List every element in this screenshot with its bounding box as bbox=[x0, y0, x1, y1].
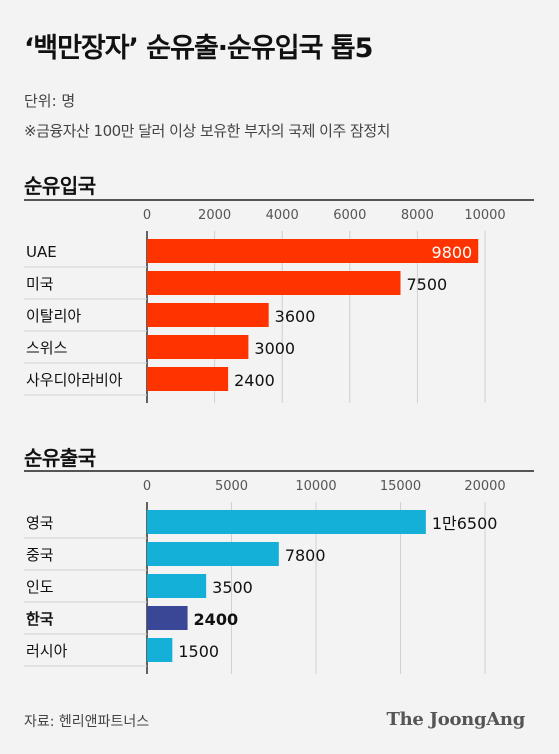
outflow-category-label: 러시아 bbox=[26, 642, 68, 660]
inflow-bar bbox=[147, 367, 229, 391]
outflow-category-label: 중국 bbox=[26, 546, 54, 564]
publisher-logo: The JoongAng bbox=[386, 709, 526, 730]
outflow-bar bbox=[147, 606, 188, 630]
inflow-tick-label: 8000 bbox=[401, 208, 434, 223]
inflow-bar-chart: 0 2000 4000 6000 8000 10000 UAE 9800 미국 7500 이탈리아 3… bbox=[24, 208, 506, 403]
inflow-tick-label: 0 bbox=[143, 208, 151, 223]
inflow-bar bbox=[147, 239, 479, 263]
inflow-bar bbox=[147, 335, 249, 359]
outflow-section-title: 순유출국 bbox=[24, 446, 96, 470]
outflow-bar bbox=[147, 542, 279, 566]
inflow-value-label: 3000 bbox=[254, 339, 295, 358]
inflow-section-rule bbox=[24, 199, 534, 201]
outflow-value-label: 3500 bbox=[212, 578, 253, 597]
outflow-category-label: 영국 bbox=[26, 514, 54, 532]
outflow-category-label: 인도 bbox=[26, 578, 54, 596]
inflow-category-label: 미국 bbox=[26, 275, 54, 293]
outflow-tick-label: 5000 bbox=[215, 479, 248, 494]
footnote: ※금융자산 100만 달러 이상 보유한 부자의 국제 이주 잠정치 bbox=[24, 122, 390, 140]
inflow-value-label: 7500 bbox=[407, 275, 448, 294]
inflow-section-title: 순유입국 bbox=[24, 174, 96, 198]
inflow-value-label: 2400 bbox=[234, 371, 275, 390]
inflow-category-label: 이탈리아 bbox=[26, 307, 81, 325]
outflow-bar-chart: 0 5000 10000 15000 20000 영국 1만6500 중국 7800 인도 3500… bbox=[24, 479, 506, 674]
outflow-tick-label: 15000 bbox=[380, 479, 421, 494]
inflow-category-label: UAE bbox=[26, 243, 57, 261]
inflow-bar bbox=[147, 271, 401, 295]
inflow-tick-label: 10000 bbox=[464, 208, 505, 223]
inflow-category-label: 스위스 bbox=[26, 339, 68, 357]
inflow-bar bbox=[147, 303, 269, 327]
outflow-tick-label: 10000 bbox=[295, 479, 336, 494]
outflow-tick-label: 0 bbox=[143, 479, 151, 494]
inflow-tick-label: 4000 bbox=[266, 208, 299, 223]
inflow-value-label: 3600 bbox=[275, 307, 316, 326]
inflow-tick-label: 2000 bbox=[198, 208, 231, 223]
outflow-value-label: 7800 bbox=[285, 546, 326, 565]
outflow-value-label: 1만6500 bbox=[432, 514, 498, 533]
page-title: ‘백만장자’ 순유출·순유입국 톱5 bbox=[24, 33, 373, 64]
source-label: 자료: 헨리앤파트너스 bbox=[24, 714, 150, 730]
inflow-value-label: 9800 bbox=[432, 243, 473, 262]
outflow-value-label: 2400 bbox=[194, 610, 239, 629]
outflow-value-label: 1500 bbox=[178, 642, 219, 661]
inflow-tick-label: 6000 bbox=[333, 208, 366, 223]
outflow-section-rule bbox=[24, 470, 534, 472]
outflow-bar bbox=[147, 574, 207, 598]
unit-label: 단위: 명 bbox=[24, 92, 76, 110]
outflow-bar bbox=[147, 510, 426, 534]
inflow-category-label: 사우디아라비아 bbox=[26, 371, 123, 389]
outflow-bar bbox=[147, 638, 173, 662]
outflow-tick-label: 20000 bbox=[464, 479, 505, 494]
outflow-category-label: 한국 bbox=[26, 610, 54, 628]
